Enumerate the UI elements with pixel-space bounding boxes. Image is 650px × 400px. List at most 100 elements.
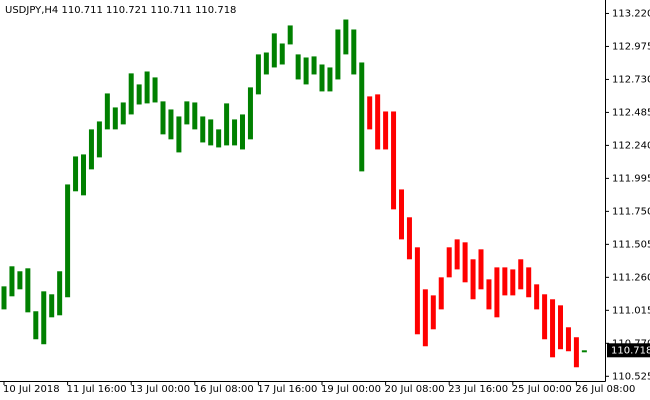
bar (287, 25, 293, 45)
bar (224, 103, 230, 146)
x-tick-label: 10 Jul 2018 (3, 384, 60, 395)
bar (33, 311, 39, 340)
bar (494, 267, 500, 318)
bar (311, 56, 317, 75)
y-tick-label: 111.260 (612, 272, 650, 283)
bar (73, 156, 79, 192)
bar (573, 337, 579, 368)
bar (343, 19, 349, 55)
bar (232, 119, 238, 146)
x-tick-label: 13 Jul 00:00 (130, 384, 190, 395)
x-tick-label: 17 Jul 16:00 (257, 384, 317, 395)
bar (375, 94, 381, 150)
bar (263, 52, 269, 75)
bar (351, 29, 357, 75)
bar (391, 111, 397, 210)
bar (279, 43, 285, 65)
y-tick-label: 110.525 (612, 371, 650, 382)
bar (550, 299, 556, 358)
bar (399, 189, 404, 240)
bar (414, 247, 420, 335)
bar (128, 73, 134, 115)
bar (430, 295, 436, 330)
price-label: 110.718 (611, 345, 650, 356)
bar (255, 54, 261, 95)
bar (478, 249, 484, 290)
y-tick-label: 111.505 (612, 239, 650, 250)
bar (160, 101, 166, 135)
x-tick-label: 25 Jul 00:00 (512, 384, 572, 395)
bar (558, 305, 563, 350)
x-tick-label: 23 Jul 16:00 (448, 384, 508, 395)
bar (518, 259, 524, 290)
bar (534, 284, 540, 310)
bar (581, 350, 587, 353)
bar (57, 271, 63, 316)
bar (9, 266, 15, 297)
y-tick-label: 111.995 (612, 173, 650, 184)
bar (422, 289, 428, 347)
bar (104, 93, 110, 130)
bar (240, 114, 245, 150)
bar (470, 259, 476, 300)
bar (486, 279, 492, 310)
bar (144, 71, 150, 104)
bar (208, 119, 214, 146)
bar (359, 62, 365, 172)
bar (303, 57, 309, 85)
price-label-box (607, 343, 650, 358)
bar (383, 111, 389, 150)
bar (168, 109, 174, 140)
bar (319, 64, 325, 92)
bar (65, 184, 71, 298)
bar (510, 269, 516, 296)
bar (1, 286, 7, 310)
x-tick-label: 20 Jul 08:00 (385, 384, 445, 395)
x-tick-label: 11 Jul 16:00 (67, 384, 127, 395)
bar (112, 107, 118, 130)
bar (247, 87, 253, 140)
bar (327, 67, 333, 92)
x-tick-label: 26 Jul 08:00 (575, 384, 635, 395)
y-tick-label: 112.975 (612, 41, 650, 52)
bar (454, 239, 460, 270)
bar (526, 267, 532, 298)
bar (565, 327, 571, 352)
bar (184, 101, 190, 125)
y-tick-label: 112.485 (612, 107, 650, 118)
bar (542, 294, 548, 340)
bar (271, 33, 277, 68)
bar (176, 116, 182, 153)
x-tick-label: 19 Jul 00:00 (321, 384, 381, 395)
bar (152, 77, 158, 103)
y-tick-label: 111.015 (612, 305, 650, 316)
bar (49, 294, 55, 318)
bar (295, 54, 301, 80)
y-tick-label: 111.750 (612, 206, 650, 217)
bar (17, 271, 23, 290)
bar (88, 129, 94, 170)
bar (216, 129, 222, 148)
x-tick-label: 16 Jul 08:00 (194, 384, 254, 395)
bar (446, 247, 452, 278)
bar (192, 102, 198, 130)
bar (136, 84, 142, 105)
bar (41, 291, 47, 345)
bar (406, 217, 412, 260)
bar (462, 242, 468, 283)
bar (81, 154, 86, 196)
bar (438, 277, 444, 310)
y-tick-label: 113.220 (612, 8, 650, 19)
bar (200, 116, 206, 143)
y-tick-label: 112.240 (612, 140, 650, 151)
bar (25, 268, 31, 313)
bar (96, 121, 102, 158)
y-tick-label: 112.730 (612, 74, 650, 85)
chart-title: USDJPY,H4 110.711 110.721 110.711 110.71… (5, 5, 236, 16)
bar (502, 267, 508, 296)
bar (367, 96, 373, 130)
bar (120, 102, 126, 125)
bar (335, 29, 341, 80)
